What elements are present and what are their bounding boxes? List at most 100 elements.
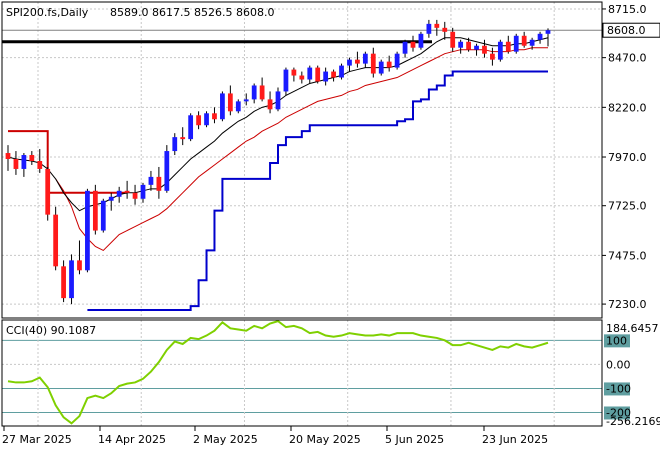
bear-candle: [410, 41, 416, 48]
bull-candle: [497, 41, 503, 60]
bull-candle: [108, 196, 114, 201]
bull-candle: [243, 99, 249, 102]
bear-candle: [53, 214, 59, 267]
candles: [5, 19, 551, 305]
bull-candle: [85, 190, 90, 271]
bull-candle: [140, 184, 146, 199]
cci-panel: CCI(40) 90.1087: [1, 319, 603, 427]
bull-candle: [418, 33, 424, 48]
symbol-label: SPI200.fs,Daily: [6, 6, 89, 19]
bull-candle: [474, 45, 479, 50]
bear-candle: [450, 31, 456, 48]
bull-candle: [537, 33, 543, 40]
bull-candle: [204, 113, 209, 126]
bear-candle: [482, 45, 487, 54]
bear-candle: [227, 93, 233, 112]
bear-candle: [466, 41, 471, 50]
time-axis-label: 5 Jun 2025: [385, 433, 444, 446]
bull-candle: [529, 39, 535, 46]
bear-candle: [386, 61, 392, 68]
bull-candle: [116, 190, 122, 197]
cci-panel-frame: [1, 319, 603, 427]
price-grid: [2, 2, 602, 318]
bull-candle: [307, 67, 313, 80]
bear-candle: [259, 85, 265, 100]
bull-candle: [545, 30, 551, 34]
bear-candle: [45, 168, 51, 215]
bull-candle: [251, 85, 257, 100]
bear-candle: [37, 160, 43, 169]
time-axis-label: 2 May 2025: [193, 433, 258, 446]
bull-candle: [458, 41, 464, 48]
bull-candle: [283, 69, 289, 92]
ma-slow-support-line: [87, 70, 548, 312]
bear-candle: [331, 71, 336, 78]
bull-candle: [220, 93, 225, 120]
ohlc-readout: 8589.0 8617.5 8526.5 8608.0: [110, 6, 274, 19]
time-axis-label: 23 Jun 2025: [482, 433, 548, 446]
price-axis-label: 8715.0: [608, 3, 647, 16]
price-axis-label: 7725.0: [608, 200, 647, 213]
bear-candle: [442, 27, 448, 32]
bull-candle: [172, 137, 178, 152]
cci-title: CCI(40) 90.1087: [6, 324, 96, 337]
cci-level-tag: [604, 382, 630, 396]
bear-candle: [434, 23, 440, 28]
bear-candle: [124, 190, 130, 193]
bull-candle: [378, 61, 384, 74]
bear-candle: [355, 59, 360, 64]
bear-candle: [299, 75, 305, 80]
bear-candle: [521, 35, 527, 46]
bear-candle: [196, 115, 201, 126]
cci-axis-label: -100: [606, 382, 631, 395]
price-axis-label: 8470.0: [608, 52, 647, 65]
bear-candle: [156, 176, 162, 191]
cci-axis-label: 0.00: [606, 358, 631, 371]
price-axis-label: 7970.0: [608, 151, 647, 164]
bear-candle: [291, 69, 297, 76]
bear-candle: [77, 260, 82, 271]
bear-candle: [61, 266, 66, 299]
time-axis-label: 20 May 2025: [289, 433, 361, 446]
cci-axis-label: 100: [606, 334, 627, 347]
bull-candle: [513, 35, 519, 52]
price-axis-label: 8220.0: [608, 101, 647, 114]
bear-candle: [13, 159, 19, 169]
bull-candle: [235, 101, 241, 112]
bull-candle: [394, 53, 400, 68]
price-axis-label: 7475.0: [608, 249, 647, 262]
bear-candle: [315, 67, 321, 82]
time-axis-label: 27 Mar 2025: [2, 433, 72, 446]
last-price-tag: 8608.0: [602, 22, 660, 38]
bull-candle: [188, 115, 194, 140]
price-panel-frame: [1, 1, 603, 319]
bull-candle: [164, 151, 170, 191]
bear-candle: [92, 190, 98, 231]
cci-level-tag: [604, 406, 630, 420]
ma-fast-line: [7, 37, 549, 212]
bear-candle: [29, 155, 35, 161]
cci-series-line: [7, 320, 549, 425]
bear-candle: [5, 153, 11, 160]
bear-candle: [505, 41, 511, 52]
price-axis-label: 7230.0: [608, 298, 647, 311]
bull-candle: [100, 200, 106, 231]
bull-candle: [339, 65, 344, 78]
ma-mid-line: [55, 47, 548, 252]
bull-candle: [323, 71, 329, 82]
bear-candle: [267, 99, 273, 110]
bull-candle: [402, 41, 408, 54]
bear-candle: [212, 113, 217, 120]
cci-line: [7, 320, 549, 425]
bear-candle: [490, 53, 495, 60]
price-axis: 8715.0 8470.0 8220.0 7970.0 7725.0 7475.0 7230…: [602, 3, 647, 311]
bull-candle: [148, 176, 154, 185]
cci-axis-label: -200: [606, 406, 631, 419]
cci-levels: [2, 320, 602, 426]
bear-candle: [370, 53, 376, 74]
bull-candle: [426, 23, 432, 34]
bull-candle: [69, 260, 74, 299]
time-axis-label: 14 Apr 2025: [98, 433, 166, 446]
